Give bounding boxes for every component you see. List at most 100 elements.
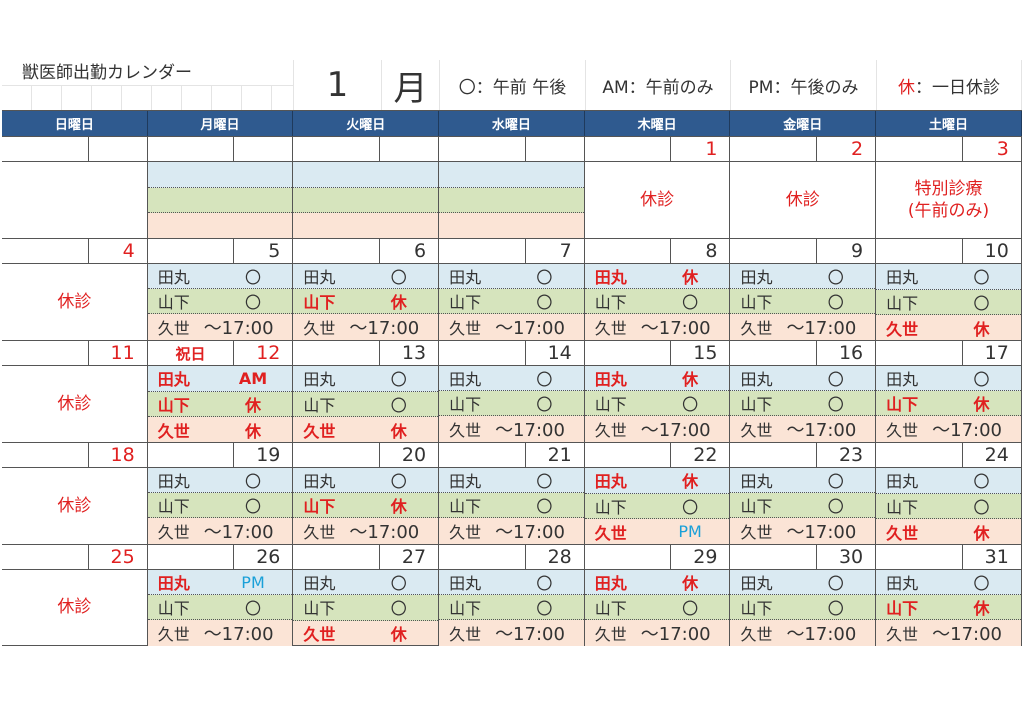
staff-row[interactable]: 田丸 〇 [730, 468, 876, 493]
staff-row[interactable]: 山下 〇 [439, 289, 584, 314]
staff-row[interactable]: 田丸 〇 [439, 468, 584, 493]
date-cell[interactable]: 11 [2, 341, 148, 365]
date-cell[interactable]: 31 [876, 545, 1022, 569]
staff-row[interactable]: 田丸 〇 [730, 570, 876, 595]
staff-row[interactable]: 久世 ～17:00 [147, 620, 293, 646]
schedule-cell[interactable] [439, 162, 585, 239]
staff-row[interactable]: 山下 休 [293, 493, 439, 518]
schedule-cell[interactable]: 田丸〇山下〇久世 ～17:00 [439, 264, 585, 340]
staff-row[interactable]: 山下 休 [147, 391, 293, 418]
sunday-closed-cell[interactable]: 休診 [2, 570, 148, 645]
staff-row[interactable]: 久世 ～17:00 [730, 314, 876, 340]
staff-row[interactable]: 久世 ～17:00 [293, 518, 439, 544]
date-cell[interactable]: 9 [730, 239, 877, 263]
schedule-cell[interactable]: 田丸〇山下〇久世 ～17:00 [147, 264, 294, 340]
staff-row[interactable]: 久世 休 [293, 620, 439, 645]
staff-row[interactable]: 山下 〇 [584, 289, 730, 314]
schedule-cell[interactable]: 田丸〇山下〇久世 ～17:00 [730, 366, 877, 442]
staff-row[interactable]: 久世 ～17:00 [147, 518, 293, 544]
schedule-cell[interactable]: 田丸〇山下〇久世 ～17:00 [439, 366, 585, 442]
date-cell[interactable]: 24 [876, 443, 1022, 467]
date-cell[interactable]: 28 [439, 545, 585, 569]
date-cell[interactable]: 25 [2, 545, 148, 569]
schedule-cell[interactable]: 田丸〇山下〇久世休 [293, 570, 440, 645]
schedule-cell[interactable]: 田丸〇山下〇久世 ～17:00 [439, 468, 585, 544]
staff-row[interactable]: 久世 ～17:00 [584, 314, 730, 340]
staff-row[interactable]: 山下 〇 [439, 493, 584, 518]
closed-cell[interactable] [2, 162, 148, 238]
date-cell[interactable]: 6 [293, 239, 440, 263]
staff-row[interactable]: 山下 〇 [876, 493, 1021, 520]
schedule-cell[interactable]: 田丸 休山下 〇久世 PM [584, 468, 731, 545]
date-cell[interactable]: 7 [439, 239, 585, 263]
date-cell[interactable]: 26 [148, 545, 294, 569]
schedule-cell[interactable] [147, 162, 294, 239]
date-cell[interactable] [2, 137, 148, 161]
date-cell[interactable]: 1 [585, 137, 731, 161]
staff-row[interactable]: 田丸 AM [147, 366, 293, 392]
schedule-cell[interactable]: 田丸 〇山下 休久世 ～17:00 [293, 264, 440, 340]
date-cell[interactable]: 23 [730, 443, 877, 467]
staff-row[interactable]: 田丸 〇 [876, 468, 1021, 494]
staff-row[interactable]: 久世 ～17:00 [439, 518, 584, 544]
date-cell[interactable]: 2 [730, 137, 877, 161]
staff-row[interactable]: 山下 〇 [730, 595, 876, 620]
staff-row[interactable]: 田丸 〇 [293, 468, 439, 493]
staff-row[interactable]: 山下 〇 [730, 493, 876, 518]
staff-row[interactable]: 久世 ～17:00 [147, 314, 293, 340]
staff-row[interactable]: 山下 〇 [584, 493, 730, 520]
schedule-cell[interactable]: 田丸 〇山下 休久世 ～17:00 [876, 570, 1022, 646]
staff-row[interactable]: 山下 〇 [730, 289, 876, 314]
date-cell[interactable]: 8 [585, 239, 731, 263]
schedule-cell[interactable]: 田丸 AM 山下休久世休 [147, 366, 294, 443]
date-cell[interactable] [439, 137, 585, 161]
staff-row[interactable]: 田丸 〇 [147, 264, 293, 289]
date-cell[interactable]: 祝日 12 [148, 341, 294, 365]
staff-row[interactable]: 田丸 〇 [730, 264, 876, 289]
staff-row[interactable]: 久世 ～17:00 [730, 518, 876, 544]
schedule-cell[interactable] [293, 162, 440, 239]
staff-row[interactable]: 山下 〇 [439, 391, 584, 416]
date-cell[interactable] [293, 137, 440, 161]
date-cell[interactable]: 21 [439, 443, 585, 467]
date-cell[interactable]: 17 [876, 341, 1022, 365]
date-cell[interactable]: 14 [439, 341, 585, 365]
staff-row[interactable]: 田丸 PM [147, 570, 293, 595]
schedule-cell[interactable]: 田丸 休山下 〇久世 ～17:00 [584, 264, 731, 340]
staff-row[interactable]: 田丸 〇 [730, 366, 876, 391]
staff-row[interactable]: 田丸 休 [584, 366, 730, 391]
staff-row[interactable]: 久世 ～17:00 [439, 620, 584, 646]
staff-row[interactable]: 田丸 休 [584, 264, 730, 289]
staff-row[interactable]: 山下 〇 [147, 595, 293, 620]
schedule-cell[interactable]: 田丸〇山下〇久世休 [876, 468, 1022, 545]
staff-row[interactable]: 久世 ～17:00 [584, 620, 730, 646]
schedule-cell[interactable]: 田丸〇山下〇久世 ～17:00 [730, 468, 877, 544]
staff-row[interactable]: 田丸 休 [584, 570, 730, 595]
schedule-cell[interactable]: 田丸〇山下〇久世 ～17:00 [439, 570, 585, 646]
staff-row[interactable]: 田丸 〇 [876, 264, 1021, 290]
staff-row[interactable]: 田丸 〇 [876, 570, 1021, 595]
staff-row[interactable]: 山下 休 [876, 391, 1021, 416]
date-cell[interactable]: 20 [293, 443, 440, 467]
schedule-cell[interactable]: 田丸 休山下 〇久世 ～17:00 [584, 366, 731, 442]
schedule-cell[interactable]: 田丸〇山下〇久世 ～17:00 [730, 264, 877, 340]
staff-row[interactable]: 田丸 〇 [293, 264, 439, 289]
staff-row[interactable]: 山下 〇 [584, 595, 730, 620]
staff-row[interactable]: 山下 〇 [293, 391, 439, 418]
staff-row[interactable]: 久世 ～17:00 [439, 416, 584, 442]
schedule-cell[interactable]: 田丸〇山下〇久世 ～17:00 [730, 570, 877, 646]
staff-row[interactable]: 久世 ～17:00 [293, 314, 439, 340]
schedule-cell[interactable]: 田丸〇山下〇久世休 [293, 366, 440, 443]
staff-row[interactable]: 久世 ～17:00 [876, 416, 1021, 442]
sunday-closed-cell[interactable]: 休診 [2, 366, 148, 442]
staff-row[interactable]: 山下 〇 [876, 289, 1021, 316]
staff-row[interactable]: 久世 PM [584, 519, 730, 545]
staff-row[interactable]: 山下 〇 [584, 391, 730, 416]
staff-row[interactable]: 山下 〇 [293, 595, 439, 621]
date-cell[interactable]: 27 [293, 545, 440, 569]
schedule-cell[interactable]: 田丸 〇山下 休久世 ～17:00 [293, 468, 440, 544]
date-cell[interactable]: 18 [2, 443, 148, 467]
closed-cell[interactable]: 特別診療 (午前のみ) [876, 162, 1022, 238]
staff-row[interactable]: 田丸 〇 [439, 570, 584, 595]
staff-row[interactable]: 久世 ～17:00 [876, 620, 1021, 646]
